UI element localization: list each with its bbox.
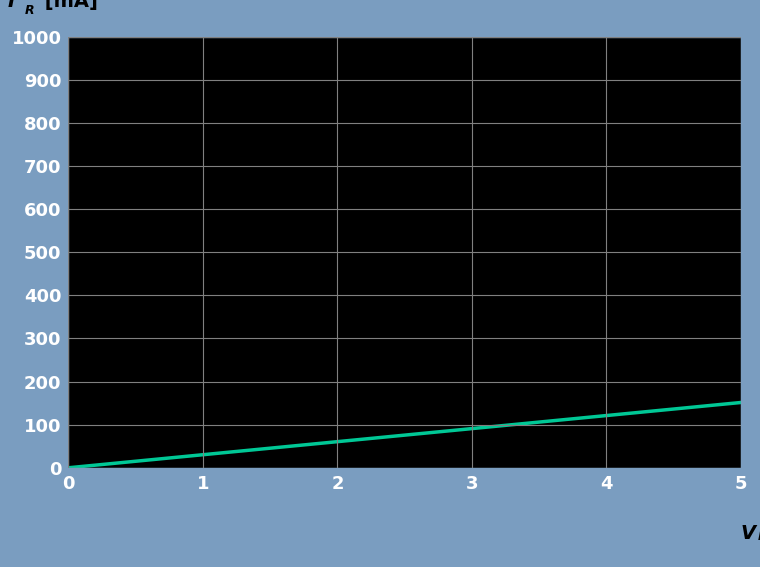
Text: V: V bbox=[741, 524, 756, 543]
Text: R: R bbox=[758, 530, 760, 543]
Text: [mA]: [mA] bbox=[38, 0, 98, 11]
Text: I: I bbox=[8, 0, 15, 11]
Text: R: R bbox=[24, 5, 34, 18]
